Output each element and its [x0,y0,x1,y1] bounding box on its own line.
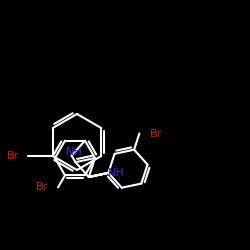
Text: Br: Br [150,128,162,138]
Text: Br: Br [36,182,48,192]
Text: Br: Br [7,151,20,161]
Text: NH: NH [108,168,125,178]
Text: NH: NH [66,146,83,156]
